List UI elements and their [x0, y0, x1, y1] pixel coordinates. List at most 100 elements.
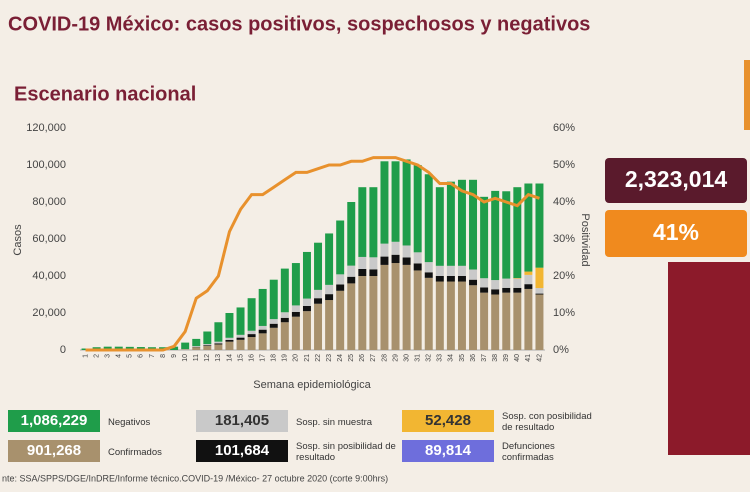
legend-total: 901,268 [8, 440, 100, 462]
bar-segment [491, 289, 500, 295]
y-tick-label: 80,000 [32, 196, 66, 208]
bar-segment [214, 322, 223, 342]
bar-segment [402, 264, 411, 350]
bar-segment [480, 287, 489, 293]
bar-segment [358, 276, 367, 350]
chart-title: COVID-19 México: casos positivos, sospec… [8, 13, 590, 35]
x-tick-label: 19 [282, 354, 289, 362]
bar-segment [225, 337, 234, 341]
source: nte: SSA/SPPS/DGE/InDRE/Informe técnico.… [2, 473, 388, 483]
bar-segment [513, 278, 522, 279]
x-tick-label: 28 [381, 354, 388, 362]
bar-segment [325, 284, 334, 295]
bar-segment [280, 317, 289, 323]
x-tick-label: 10 [182, 354, 189, 362]
x-tick-label: 31 [415, 354, 422, 362]
legend-label: Sosp. sin muestra [296, 416, 373, 428]
bar-segment [269, 279, 278, 320]
bar-segment [491, 190, 500, 281]
bar-segment [513, 287, 522, 293]
positivity-line [85, 156, 540, 352]
bar-segment [302, 311, 311, 350]
bar-segment [358, 268, 367, 276]
bar-segment [258, 288, 267, 326]
bar-segment [502, 292, 511, 350]
bar-segment [491, 294, 500, 350]
x-tick-label: 27 [370, 354, 377, 362]
bar-segment [513, 278, 522, 288]
y-tick-label: 0 [60, 344, 66, 356]
bar-segment [280, 268, 289, 313]
bar-segment [302, 251, 311, 299]
y2-tick-label: 20% [553, 270, 575, 282]
bar-segment [513, 187, 522, 279]
x-tick-label: 11 [193, 354, 200, 361]
legend-label: Defunciones confirmadas [502, 441, 555, 463]
bar-segment [247, 330, 256, 335]
x-tick-label: 33 [437, 354, 444, 362]
legend-label: Confirmados [108, 446, 162, 458]
x-tick-label: 36 [470, 354, 477, 362]
bar-segment [457, 265, 466, 276]
bar-segment [336, 290, 345, 350]
interpreter-video [668, 262, 750, 455]
bar-segment [225, 313, 234, 338]
bar-segment [347, 283, 356, 350]
bar-segment [314, 289, 323, 299]
bar-segment [325, 294, 334, 301]
total-box [605, 158, 747, 203]
bar-segment [247, 334, 256, 338]
bar-segment [524, 183, 533, 272]
bar-segment [225, 340, 234, 342]
bar-segment [502, 287, 511, 293]
x-tick-label: 26 [359, 354, 366, 362]
bar-segment [170, 346, 179, 350]
total-value: 2,323,014 [625, 166, 728, 192]
bar-segment [502, 278, 511, 288]
bar-segment [413, 270, 422, 350]
bar-segment [336, 284, 345, 291]
legend-total: 181,405 [196, 410, 288, 432]
x-tick-label: 30 [403, 354, 410, 362]
bar-segment [413, 165, 422, 253]
bar-segment [236, 307, 245, 335]
bar-segment [358, 256, 367, 269]
bar-segment [435, 187, 444, 266]
x-tick-label: 24 [337, 354, 344, 362]
x-tick-label: 2 [93, 354, 100, 358]
x-tick-label: 17 [260, 354, 267, 362]
bar-segment [369, 257, 378, 270]
y-tick-label: 120,000 [26, 122, 66, 134]
bar-segment [513, 292, 522, 350]
bar-segment [302, 305, 311, 312]
bar-segment [347, 202, 356, 266]
footer [0, 470, 750, 492]
bar-segment [114, 346, 123, 350]
bar-segment [402, 257, 411, 265]
y-tick-label: 100,000 [26, 159, 66, 171]
bar-segment [214, 341, 223, 344]
bar-segment [125, 346, 134, 350]
bar-segment [469, 279, 478, 286]
bar-segment [325, 233, 334, 285]
x-tick-label: 7 [149, 354, 156, 358]
bar-segment [236, 334, 245, 338]
x-tick-label: 18 [271, 354, 278, 362]
x-tick-label: 16 [248, 354, 255, 362]
bar-segment [258, 333, 267, 350]
x-tick-label: 37 [481, 354, 488, 362]
bar-segment [391, 254, 400, 264]
bar-segment [214, 344, 223, 350]
y2-tick-label: 50% [553, 159, 575, 171]
bar-segment [457, 276, 466, 282]
bar-segment [203, 345, 212, 350]
decor [744, 60, 750, 130]
bar-segment [302, 298, 311, 306]
bar-segment [413, 263, 422, 271]
bar-segment [258, 329, 267, 334]
x-tick-label: 12 [204, 354, 211, 362]
bar-segment [214, 343, 223, 345]
y2-axis-label: Positividad [579, 213, 591, 266]
bar-segment [380, 161, 389, 244]
